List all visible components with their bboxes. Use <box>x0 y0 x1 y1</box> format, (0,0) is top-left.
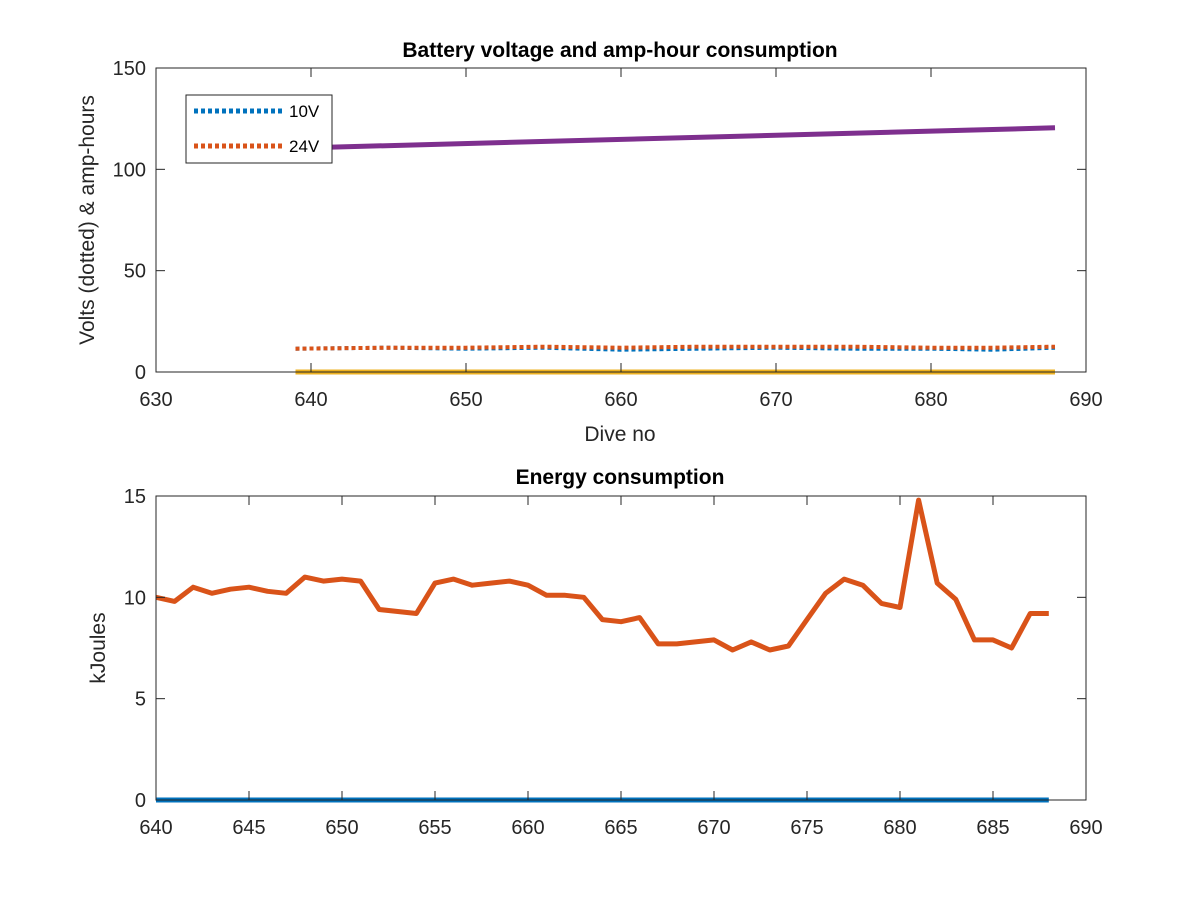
voltage-panel: Battery voltage and amp-hour consumption… <box>76 39 1103 446</box>
energy-series-line-1 <box>155 497 1049 653</box>
voltage-x-tick-label: 680 <box>914 389 947 411</box>
energy-y-tick-label: 0 <box>135 790 146 812</box>
energy-x-tick-label: 660 <box>511 817 544 839</box>
energy-x-tick-label: 685 <box>976 817 1009 839</box>
energy-panel: Energy consumption 640 645 650 655 660 665 670… <box>87 466 1103 839</box>
energy-x-tick-label: 665 <box>604 817 637 839</box>
voltage-y-tick-label: 100 <box>113 159 146 181</box>
voltage-series-line-3 <box>295 125 1056 151</box>
energy-y-tick-label: 15 <box>124 486 146 508</box>
energy-x-tick-label: 650 <box>325 817 358 839</box>
legend-10v-label: 10V <box>289 102 320 121</box>
voltage-y-tick-label: 50 <box>124 261 146 283</box>
energy-chart-title: Energy consumption <box>516 466 725 489</box>
energy-x-tick-label: 675 <box>790 817 823 839</box>
energy-y-tick-label: 10 <box>124 587 146 609</box>
voltage-x-tick-label: 690 <box>1069 389 1102 411</box>
energy-y-axis-label: kJoules <box>87 612 110 683</box>
legend-box <box>185 94 333 164</box>
voltage-x-tick-label: 670 <box>759 389 792 411</box>
energy-x-tick-label: 690 <box>1069 817 1102 839</box>
energy-x-tick-label: 645 <box>232 817 265 839</box>
legend: 10V 24V <box>185 94 333 164</box>
voltage-x-tick-label: 650 <box>449 389 482 411</box>
legend-24v-label: 24V <box>289 137 320 156</box>
energy-x-tick-label: 640 <box>139 817 172 839</box>
voltage-y-tick-label: 150 <box>113 58 146 80</box>
energy-ticks: 640 645 650 655 660 665 670 675 680 685 690 0 5 10 15 <box>124 486 1103 839</box>
energy-y-tick-label: 5 <box>135 689 146 711</box>
voltage-x-tick-label: 640 <box>294 389 327 411</box>
voltage-y-tick-label: 0 <box>135 362 146 384</box>
voltage-series-24v <box>295 344 1056 351</box>
energy-x-tick-label: 655 <box>418 817 451 839</box>
voltage-x-tick-label: 630 <box>139 389 172 411</box>
voltage-x-axis-label: Dive no <box>584 423 655 446</box>
voltage-ticks: 630 640 650 660 670 680 690 0 50 100 150 <box>113 58 1103 411</box>
voltage-y-axis-label: Volts (dotted) & amp-hours <box>76 95 99 345</box>
energy-x-tick-label: 670 <box>697 817 730 839</box>
voltage-chart-title: Battery voltage and amp-hour consumption <box>402 39 837 62</box>
energy-x-tick-label: 680 <box>883 817 916 839</box>
voltage-x-tick-label: 660 <box>604 389 637 411</box>
